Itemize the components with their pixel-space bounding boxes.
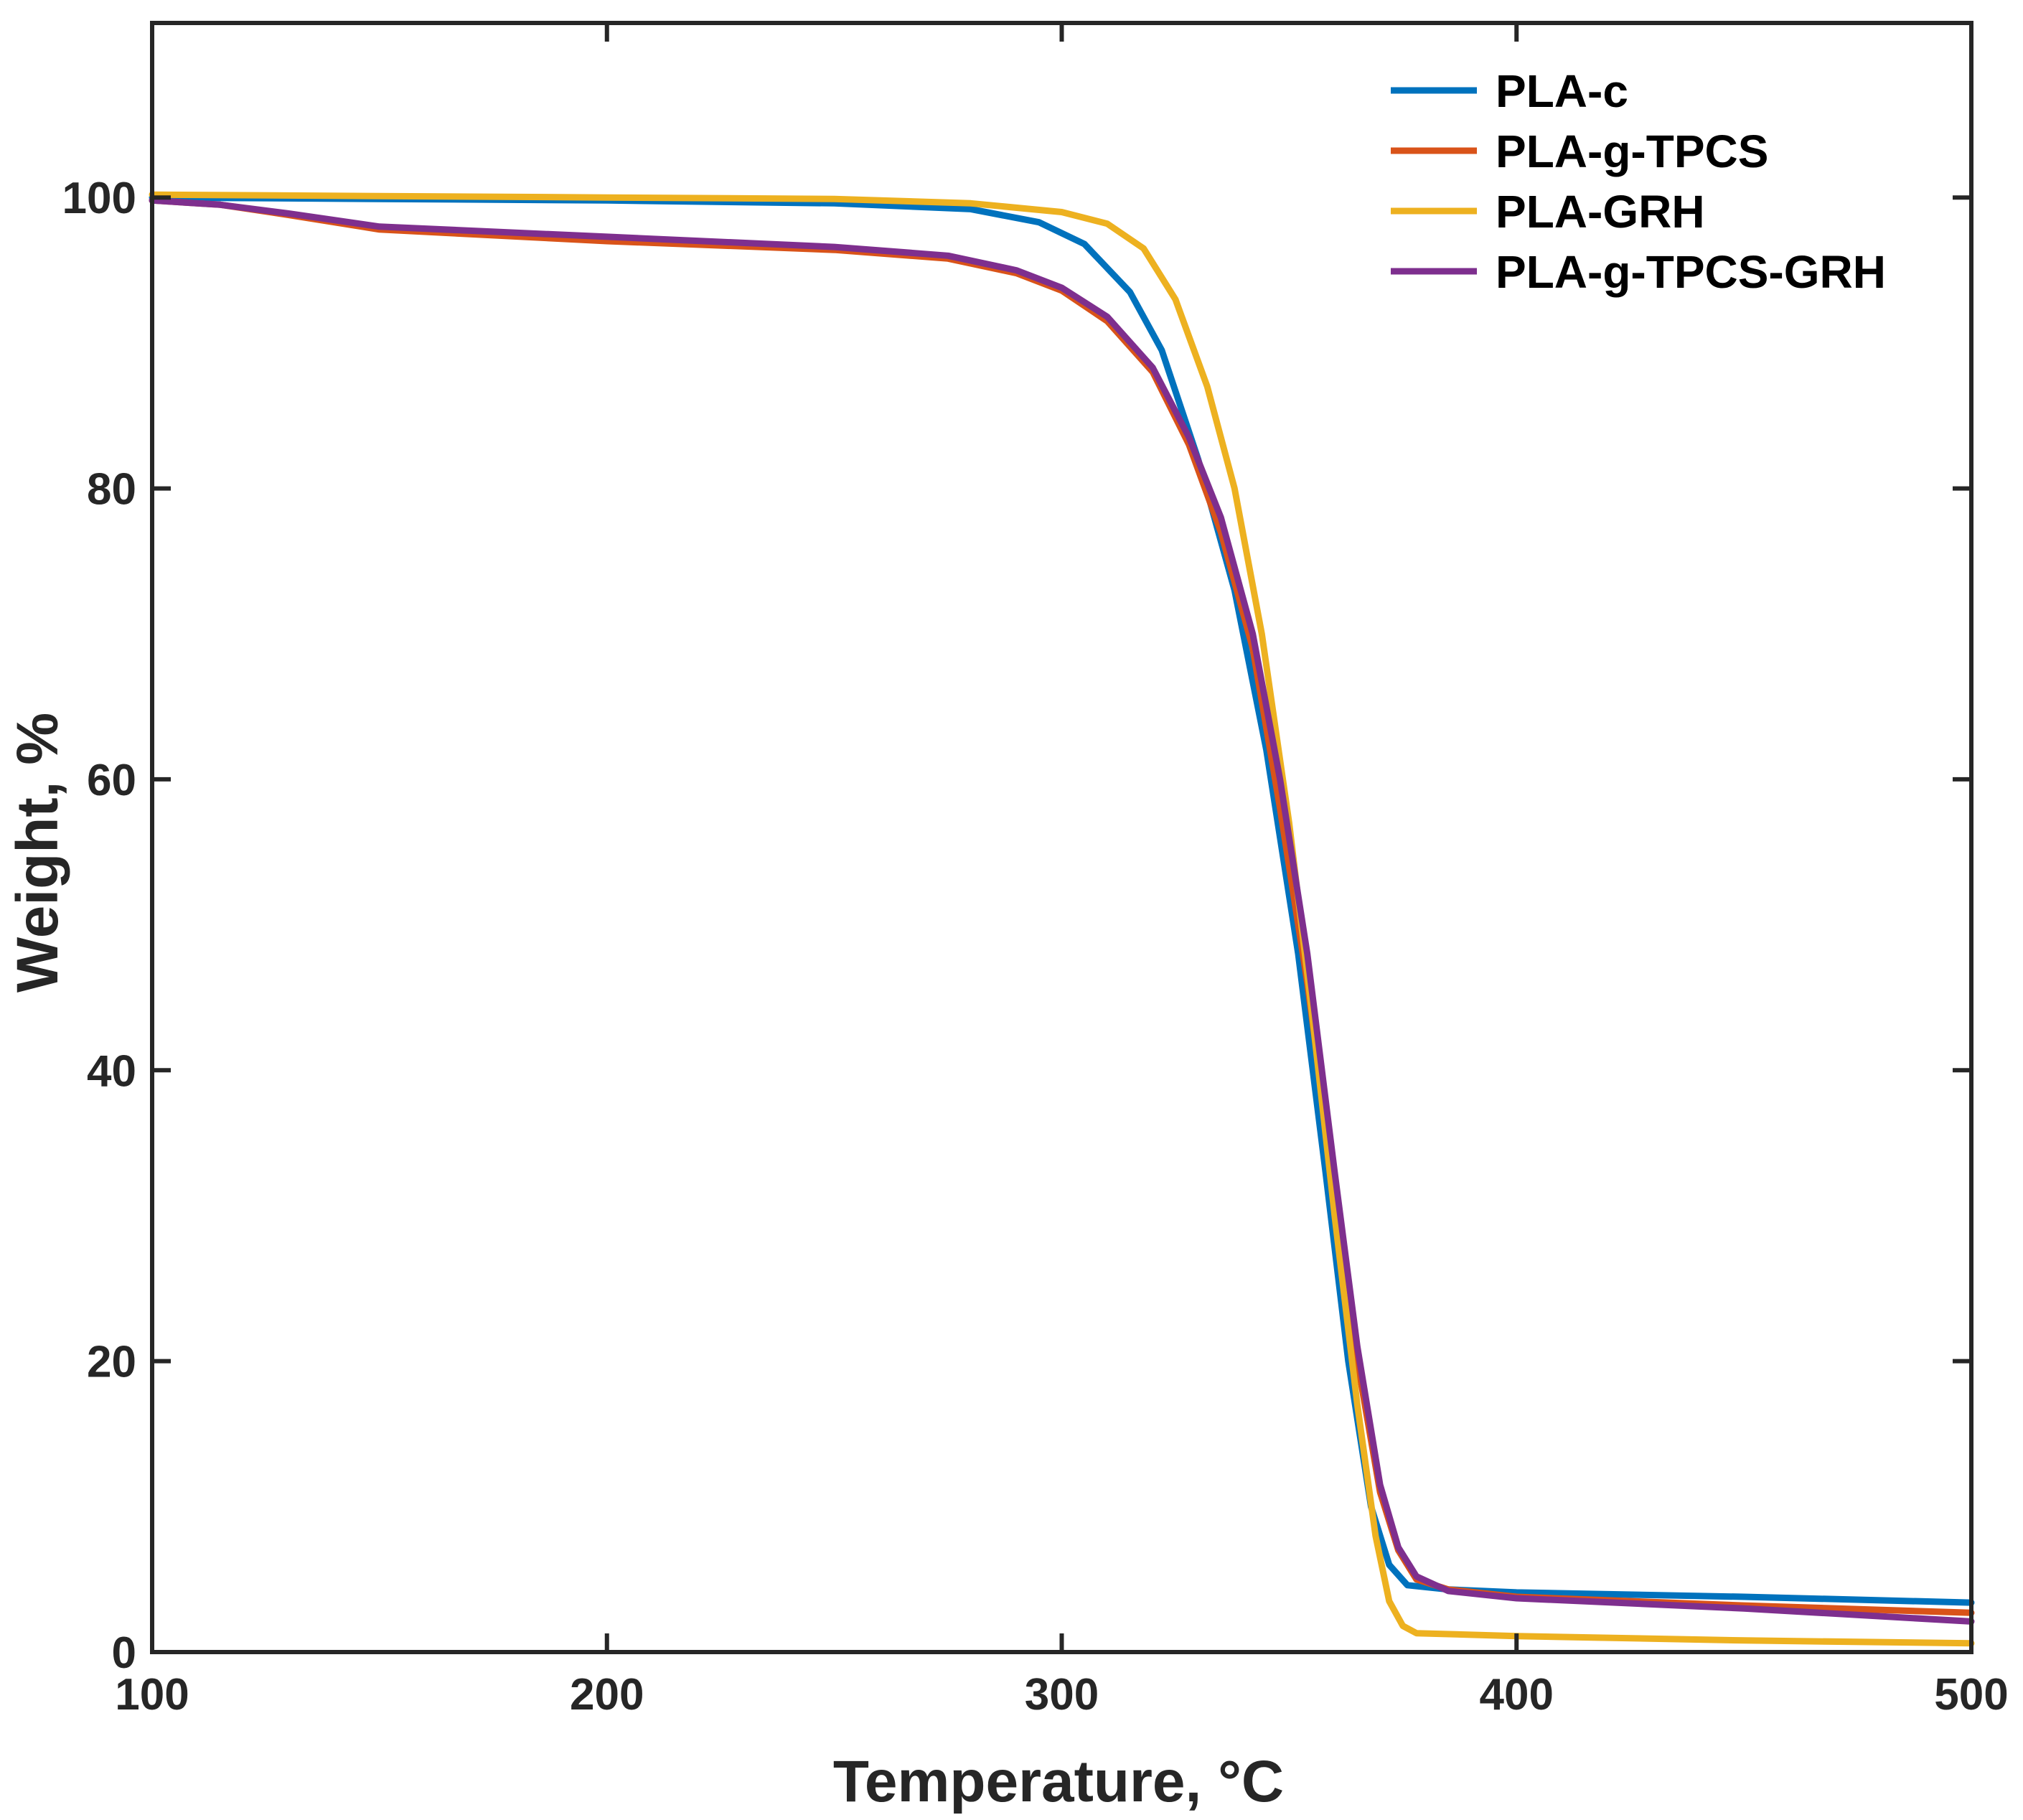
series-line-4: [149, 197, 1975, 1625]
x-tick-label: 200: [570, 1670, 644, 1720]
legend-label-1: PLA-c: [1496, 65, 1628, 117]
x-tick-label: 500: [1934, 1670, 2008, 1720]
series-layer: [149, 191, 1975, 1647]
x-tick-label: 300: [1025, 1670, 1099, 1720]
y-tick-label: 0: [112, 1628, 136, 1678]
y-tick-label: 80: [87, 465, 136, 515]
label-layer: 100 200 300 400 500 0 20 40 60 80 100: [62, 174, 2009, 1720]
series-line-3: [149, 191, 1975, 1647]
x-axis-title: Temperature, °C: [833, 1749, 1284, 1814]
legend-label-3: PLA-GRH: [1496, 186, 1705, 238]
legend-label-2: PLA-g-TPCS: [1496, 126, 1768, 177]
y-tick-label: 40: [87, 1046, 136, 1096]
plot-frame: [150, 21, 1973, 1654]
legend: PLA-c PLA-g-TPCS PLA-GRH PLA-g-TPCS-GRH: [1391, 65, 1886, 298]
y-axis-title: Weight, %: [5, 713, 70, 993]
series-line-1: [149, 194, 1975, 1606]
y-tick-label: 60: [87, 756, 136, 805]
legend-label-4: PLA-g-TPCS-GRH: [1496, 246, 1886, 298]
x-tick-label: 100: [115, 1670, 189, 1720]
x-tick-label: 400: [1480, 1670, 1554, 1720]
y-tick-label: 20: [87, 1338, 136, 1387]
y-tick-label: 100: [62, 174, 136, 223]
